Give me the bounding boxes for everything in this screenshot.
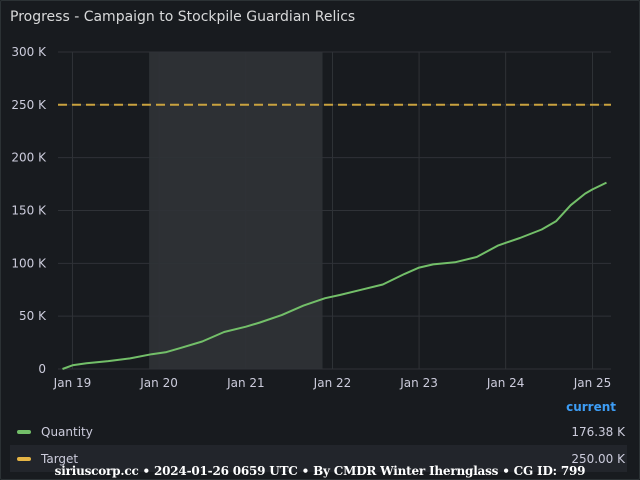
y-tick-label: 200 K xyxy=(11,151,47,165)
x-tick-label: Jan 25 xyxy=(573,376,612,390)
legend-name: Quantity xyxy=(41,424,93,439)
x-tick-label: Jan 22 xyxy=(313,376,352,390)
x-tick-label: Jan 21 xyxy=(226,376,265,390)
legend-name: Target xyxy=(41,451,79,466)
y-tick-label: 250 K xyxy=(11,98,47,112)
x-tick-label: Jan 20 xyxy=(139,376,178,390)
footer-credit: siriuscorp.cc • 2024-01-26 0659 UTC • By… xyxy=(54,464,586,478)
legend-header-current[interactable]: current xyxy=(566,400,616,414)
legend-item-quantity[interactable]: Quantity 176.38 K xyxy=(10,418,627,445)
x-tick-label: Jan 23 xyxy=(399,376,438,390)
legend-value: 176.38 K xyxy=(571,424,625,439)
legend-value: 250.00 K xyxy=(571,451,625,466)
y-tick-label: 100 K xyxy=(11,256,47,270)
line-chart: 0 50 K 100 K 150 K 200 K 250 K 300 K Jan 19 Jan … xyxy=(11,45,612,390)
x-tick-label: Jan 19 xyxy=(53,376,92,390)
legend-item-target[interactable]: Target 250.00 K xyxy=(10,445,627,472)
panel-title: Progress - Campaign to Stockpile Guardia… xyxy=(10,9,356,25)
y-tick-label: 50 K xyxy=(19,309,47,323)
legend-swatch-quantity xyxy=(17,429,31,434)
y-tick-label: 300 K xyxy=(11,45,47,59)
series-line-quantity xyxy=(62,181,607,370)
legend-swatch-target xyxy=(17,456,31,461)
x-tick-label: Jan 24 xyxy=(486,376,525,390)
y-tick-label: 150 K xyxy=(11,204,47,218)
y-tick-label: 0 xyxy=(38,362,46,376)
